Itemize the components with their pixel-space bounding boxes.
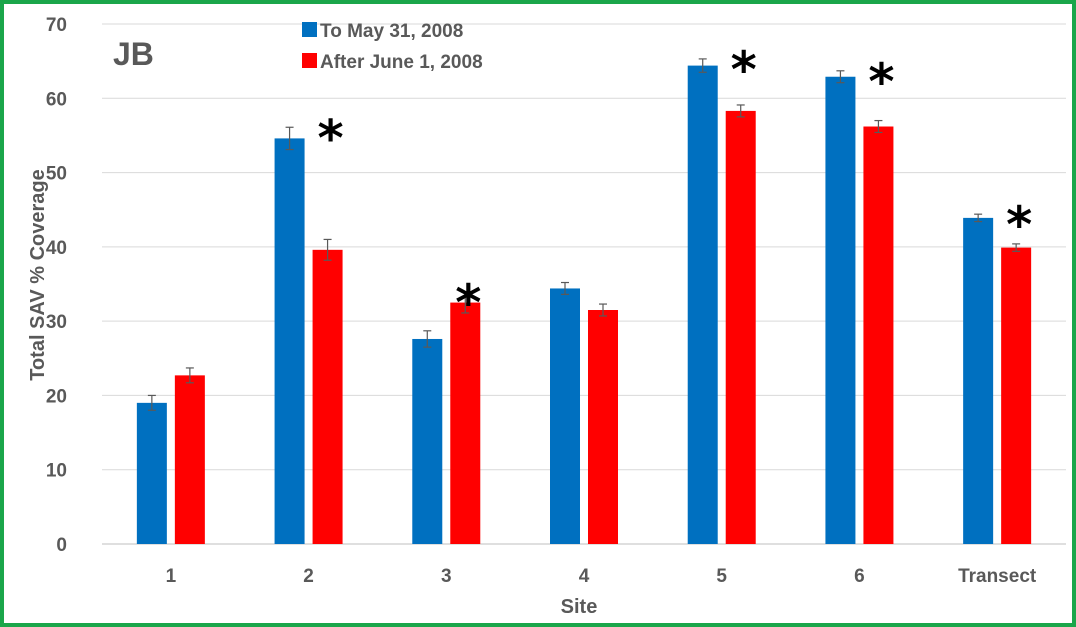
bar bbox=[1001, 247, 1032, 544]
legend-swatch bbox=[302, 53, 317, 68]
y-tick-label: 10 bbox=[46, 461, 67, 482]
bar bbox=[963, 217, 994, 544]
error-bars bbox=[147, 58, 1021, 411]
significance-star: * bbox=[317, 109, 343, 167]
significance-star: * bbox=[868, 53, 894, 111]
y-tick-label: 0 bbox=[56, 535, 67, 556]
bar bbox=[725, 110, 756, 545]
bar bbox=[550, 288, 580, 544]
bar bbox=[450, 302, 481, 544]
y-tick-label: 60 bbox=[46, 89, 67, 110]
bar bbox=[825, 76, 856, 544]
x-tick-label: 2 bbox=[303, 566, 314, 587]
x-tick-label: 5 bbox=[716, 566, 727, 587]
bar bbox=[863, 126, 894, 544]
bar bbox=[588, 310, 618, 544]
bar bbox=[412, 338, 443, 544]
x-tick-label: 3 bbox=[441, 566, 452, 587]
y-tick-label: 70 bbox=[46, 15, 67, 36]
bar bbox=[274, 138, 305, 544]
y-tick-label: 40 bbox=[46, 238, 67, 259]
x-tick-label: 4 bbox=[579, 566, 590, 587]
bar bbox=[687, 65, 718, 544]
legend-label: To May 31, 2008 bbox=[320, 21, 463, 42]
y-axis-title: Total SAV % Coverage bbox=[27, 169, 49, 381]
gridlines bbox=[102, 23, 1066, 545]
legend-label: After June 1, 2008 bbox=[320, 52, 483, 73]
legend: To May 31, 2008 After June 1, 2008 bbox=[302, 21, 483, 73]
panel-label: JB bbox=[113, 36, 154, 72]
x-tick-label: Transect bbox=[958, 566, 1037, 587]
significance-star: * bbox=[731, 41, 757, 99]
y-tick-labels: 0 10 20 30 40 50 60 70 bbox=[46, 15, 67, 556]
x-tick-labels: 1 2 3 4 5 6 Transect bbox=[166, 566, 1037, 587]
legend-swatch bbox=[302, 22, 317, 37]
x-tick-label: 6 bbox=[854, 566, 865, 587]
y-tick-label: 30 bbox=[46, 312, 67, 333]
x-axis-title: Site bbox=[561, 596, 598, 618]
significance-markers: * * * * * bbox=[317, 41, 1032, 332]
bar bbox=[174, 375, 205, 544]
y-tick-label: 50 bbox=[46, 164, 67, 185]
bar bbox=[136, 402, 167, 544]
significance-star: * bbox=[1006, 196, 1032, 254]
bars bbox=[136, 65, 1032, 545]
significance-star: * bbox=[455, 274, 481, 332]
x-tick-label: 1 bbox=[166, 566, 177, 587]
bar bbox=[312, 249, 343, 545]
y-tick-label: 20 bbox=[46, 386, 67, 407]
